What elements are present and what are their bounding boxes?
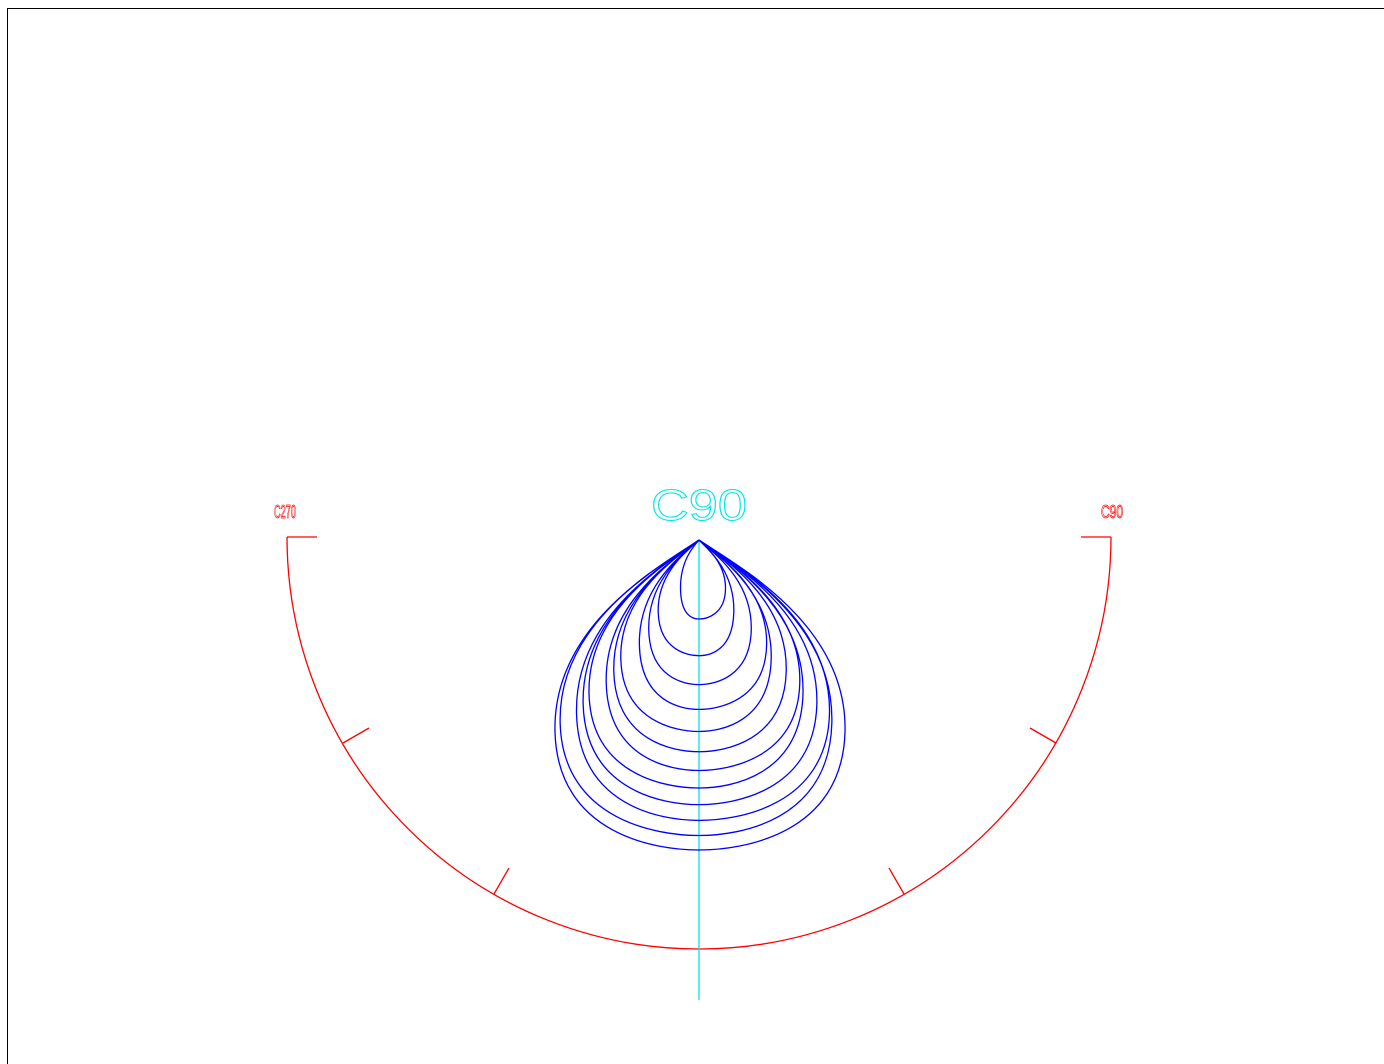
left-label-text: C270 [274, 502, 296, 522]
contour-line [620, 539, 772, 733]
contour-line [679, 539, 727, 620]
right-label: C90 [1101, 502, 1124, 523]
contour-line [613, 539, 787, 753]
contour-group [554, 539, 846, 851]
left-label: C270 [274, 502, 297, 523]
axis-label: C90 [651, 481, 748, 531]
diagram-canvas [7, 8, 1384, 1064]
scale-tick-30-left [342, 727, 370, 744]
scale-tick-60-right [888, 867, 905, 895]
axis-label-text: C90 [651, 481, 747, 530]
scale-tick-30-right [1029, 727, 1057, 744]
scale-tick-60-left [493, 867, 510, 895]
contour-line [559, 539, 833, 837]
contour-line [657, 539, 735, 657]
contour-line [588, 539, 804, 789]
right-label-text: C90 [1101, 502, 1123, 522]
contour-line [582, 539, 818, 806]
contour-line [554, 539, 846, 851]
contour-line [648, 539, 752, 686]
